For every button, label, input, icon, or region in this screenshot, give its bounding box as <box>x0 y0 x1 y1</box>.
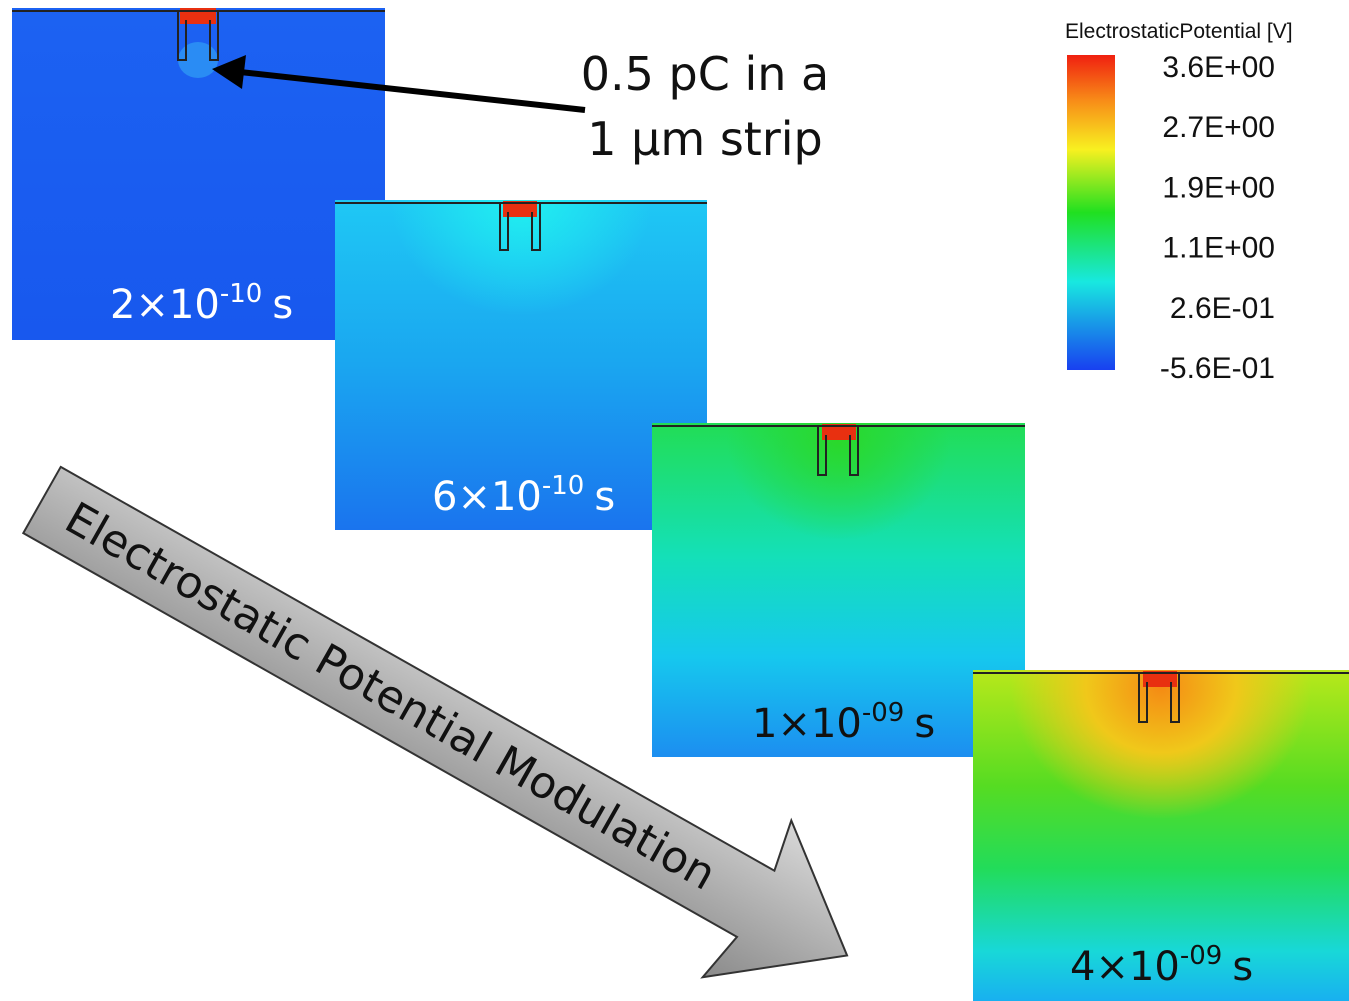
time-exponent: -09 <box>862 698 904 728</box>
time-unit: s <box>1232 944 1253 990</box>
time-base: 1×10 <box>752 701 862 747</box>
colorbar <box>1067 55 1115 370</box>
time-base: 6×10 <box>432 474 542 520</box>
legend-ticks: 3.6E+00 2.7E+00 1.9E+00 1.1E+00 2.6E-01 -5.6E… <box>1160 51 1275 385</box>
legend-tick-label: 1.1E+00 <box>1162 232 1275 265</box>
time-base: 2×10 <box>110 282 220 328</box>
annotation-line: 1 µm strip <box>587 112 822 166</box>
legend-tick-label: -5.6E-01 <box>1160 352 1275 385</box>
time-unit: s <box>914 701 935 747</box>
time-exponent: -10 <box>542 471 584 501</box>
legend-title: ElectrostaticPotential [V] <box>1065 20 1293 43</box>
legend-tick-label: 1.9E+00 <box>1162 171 1275 204</box>
figure: Electrostatic Potential Modulation 2×10-… <box>0 0 1349 1001</box>
time-unit: s <box>594 474 615 520</box>
arrow-label: Electrostatic Potential Modulation <box>57 493 725 901</box>
panel: 1×10-09 s <box>652 423 1025 757</box>
annotation-line: 0.5 pC in a <box>581 47 829 101</box>
panel: 6×10-10 s <box>335 200 707 530</box>
legend-tick-label: 2.7E+00 <box>1162 111 1275 144</box>
panel: 4×10-09 s <box>973 670 1349 1001</box>
legend-tick-label: 2.6E-01 <box>1170 292 1275 325</box>
time-unit: s <box>272 282 293 328</box>
panel: 2×10-10 s <box>12 8 385 340</box>
page: Electrostatic Potential Modulation 2×10-… <box>0 0 1349 1001</box>
time-exponent: -09 <box>1180 941 1222 971</box>
time-exponent: -10 <box>220 279 262 309</box>
time-base: 4×10 <box>1070 944 1180 990</box>
legend-tick-label: 3.6E+00 <box>1162 51 1275 84</box>
